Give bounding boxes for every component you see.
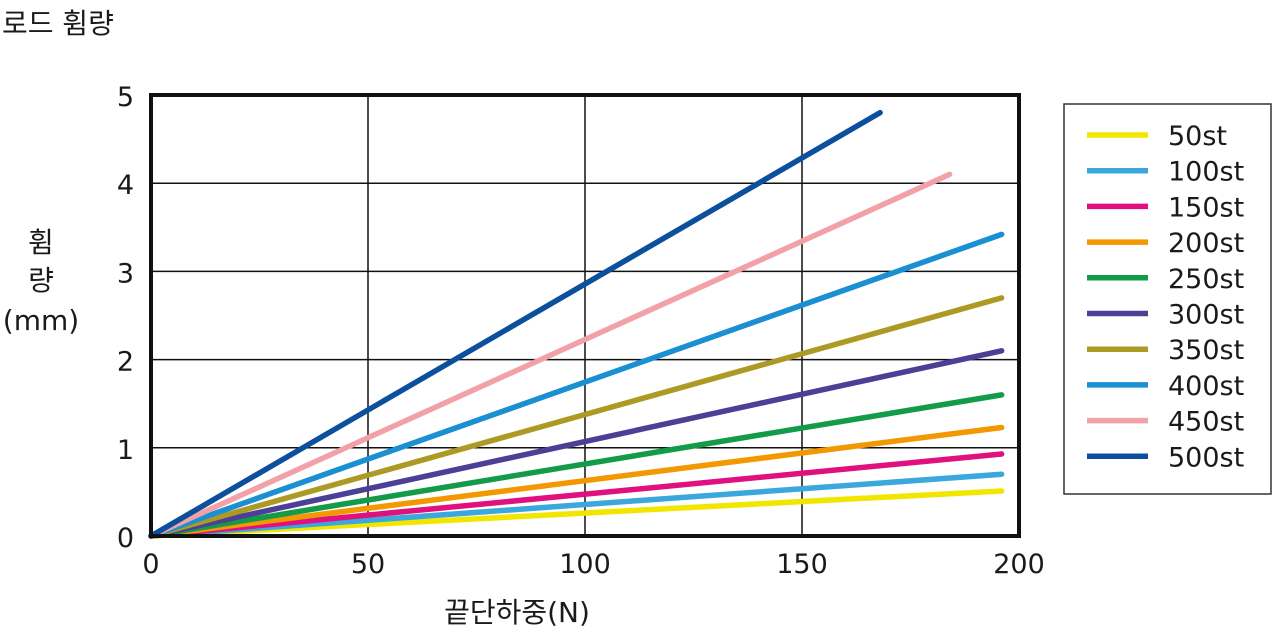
series-line-200st <box>148 424 1005 539</box>
series-line-400st <box>148 231 1005 539</box>
y-axis-label-line: 량 <box>28 264 54 297</box>
legend-label-450st: 450st <box>1168 407 1244 438</box>
y-tick-labels: 0 1 2 3 4 5 <box>117 82 134 554</box>
legend-label-200st: 200st <box>1168 228 1244 259</box>
y-axis-label-line: 휨 <box>28 226 54 259</box>
legend-label-500st: 500st <box>1168 442 1244 473</box>
y-tick-label: 5 <box>117 82 134 113</box>
series-line-300st <box>148 348 1005 539</box>
y-tick-label: 4 <box>117 170 134 201</box>
legend-label-400st: 400st <box>1168 371 1244 402</box>
legend-label-150st: 150st <box>1168 192 1244 223</box>
x-tick-label: 50 <box>351 549 385 580</box>
y-tick-label: 0 <box>117 523 134 554</box>
y-tick-label: 1 <box>117 435 134 466</box>
series-line-450st <box>148 171 953 539</box>
legend-label-50st: 50st <box>1168 121 1227 152</box>
series-line-500st <box>148 109 883 539</box>
chart-title: 로드 휨량 <box>2 7 114 40</box>
series-line-100st <box>148 471 1005 539</box>
legend-label-350st: 350st <box>1168 335 1244 366</box>
series-lines <box>148 109 1005 539</box>
legend-label-300st: 300st <box>1168 300 1244 331</box>
series-line-50st <box>148 488 1005 539</box>
y-axis-label: 휨량 (mm) <box>3 226 79 337</box>
legend: 50st 100st 150st 200st 250st 300st 350st 400st 4… <box>1063 103 1272 495</box>
series-line-150st <box>148 451 1005 539</box>
legend-label-250st: 250st <box>1168 264 1244 295</box>
series-line-250st <box>148 392 1005 539</box>
y-tick-label: 3 <box>117 258 134 289</box>
plot-frame <box>149 93 1021 538</box>
legend-label-100st: 100st <box>1168 157 1244 188</box>
x-axis-label: 끝단하중(N) <box>444 596 590 629</box>
x-tick-labels: 0 50 100 150 200 <box>142 549 1044 580</box>
y-axis-label-line: (mm) <box>3 304 79 337</box>
grid-lines <box>150 94 1020 537</box>
series-line-350st <box>148 295 1005 539</box>
x-tick-label: 150 <box>776 549 828 580</box>
x-tick-label: 100 <box>559 549 611 580</box>
y-tick-label: 2 <box>117 347 134 378</box>
x-tick-label: 0 <box>142 549 159 580</box>
x-tick-label: 200 <box>993 549 1045 580</box>
